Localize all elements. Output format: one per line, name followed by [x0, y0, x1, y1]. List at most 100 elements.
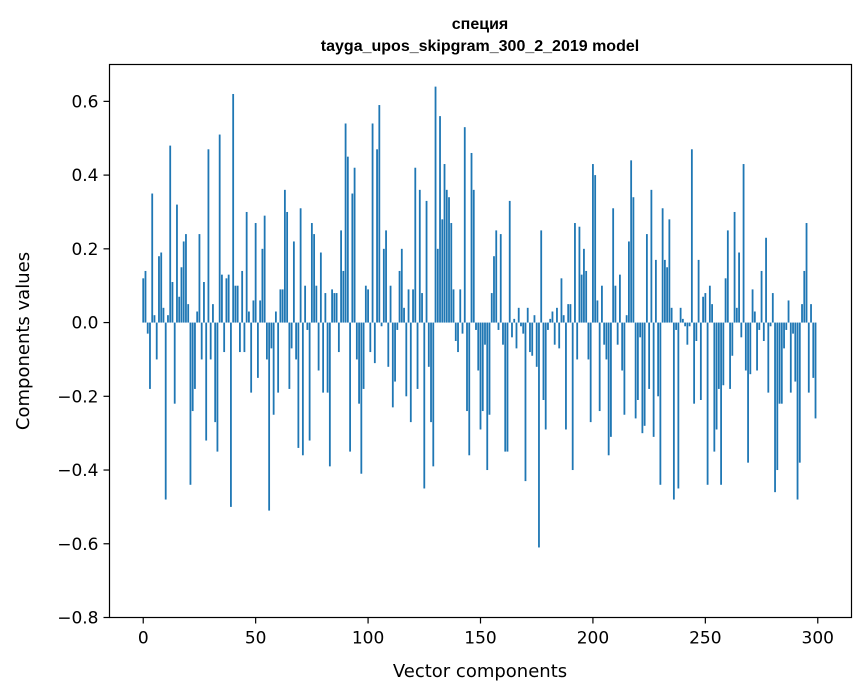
bar-component-188 [565, 322, 567, 430]
bar-component-63 [283, 189, 286, 323]
bar-component-235 [670, 307, 673, 323]
bar-component-200 [592, 164, 594, 323]
bar-component-161 [504, 322, 507, 452]
bar-component-77 [315, 285, 318, 323]
bar-component-98 [362, 322, 365, 389]
bar-component-173 [531, 322, 534, 356]
bar-component-71 [301, 322, 304, 456]
bar-component-54 [263, 215, 266, 323]
bar-component-298 [812, 322, 815, 378]
bar-component-249 [702, 296, 704, 323]
bar-component-219 [634, 322, 637, 419]
bar-component-81 [324, 293, 327, 323]
bar-component-216 [628, 241, 630, 323]
bar-component-160 [502, 322, 504, 345]
bar-component-278 [767, 322, 770, 393]
bar-component-252 [708, 285, 711, 323]
y-tick-label: −0.8 [57, 609, 98, 629]
bar-component-197 [585, 270, 588, 323]
bar-component-53 [261, 248, 264, 323]
bar-component-281 [774, 322, 776, 493]
bar-component-16 [178, 296, 181, 323]
bar-component-176 [538, 322, 540, 548]
bar-component-295 [805, 223, 808, 323]
bar-component-230 [659, 322, 662, 485]
bar-component-37 [225, 278, 228, 323]
bar-component-228 [654, 259, 657, 323]
bar-component-1 [144, 270, 147, 323]
bar-component-148 [475, 322, 477, 330]
bar-component-64 [286, 211, 289, 323]
bar-component-270 [749, 322, 752, 375]
bar-component-60 [277, 322, 280, 393]
chart-subtitle: tayga_upos_skipgram_300_2_2019 model [321, 38, 639, 55]
y-tick-label: −0.2 [57, 387, 98, 407]
bar-component-234 [668, 219, 671, 323]
bar-component-32 [214, 322, 217, 423]
bars-group [142, 86, 817, 548]
bar-component-271 [751, 289, 754, 323]
bar-component-130 [434, 86, 437, 323]
bar-component-261 [729, 322, 731, 389]
bar-component-282 [776, 322, 779, 471]
bar-component-237 [675, 322, 678, 330]
bar-component-17 [180, 267, 183, 323]
bar-component-258 [722, 322, 725, 386]
bar-component-229 [657, 322, 660, 397]
bar-component-45 [243, 322, 246, 353]
bar-component-255 [715, 322, 718, 430]
bar-component-145 [468, 322, 471, 456]
bar-component-8 [160, 252, 163, 323]
bar-component-67 [292, 241, 295, 323]
x-tick-label: 50 [245, 629, 267, 649]
bar-component-33 [216, 322, 219, 452]
bar-component-245 [693, 322, 696, 404]
bar-component-223 [643, 322, 646, 426]
bar-component-87 [337, 322, 340, 353]
bar-component-190 [569, 304, 572, 323]
bar-component-254 [713, 322, 716, 452]
y-tick-label: 0.4 [71, 166, 98, 186]
bar-component-287 [787, 300, 790, 323]
bar-component-288 [789, 322, 792, 393]
bar-component-183 [553, 322, 556, 345]
bar-component-58 [272, 322, 275, 415]
bar-component-59 [274, 311, 277, 323]
bar-component-273 [756, 322, 758, 371]
bar-component-192 [574, 223, 576, 323]
bar-component-257 [720, 322, 722, 485]
bar-component-74 [308, 322, 311, 441]
bar-component-101 [369, 322, 372, 353]
bar-component-46 [245, 211, 248, 323]
bar-component-165 [513, 318, 516, 323]
bar-component-242 [686, 322, 689, 345]
bar-component-142 [461, 322, 464, 334]
bar-component-38 [227, 274, 230, 323]
bar-component-88 [340, 230, 342, 323]
bar-component-264 [735, 307, 738, 323]
bar-component-274 [758, 322, 761, 330]
bar-component-114 [398, 270, 401, 323]
bar-component-20 [187, 304, 190, 323]
bar-component-86 [335, 293, 338, 323]
bar-component-248 [699, 322, 702, 400]
bar-component-108 [385, 230, 387, 323]
y-axis-ticks: −0.8 −0.6 −0.4 −0.2 0.0 0.2 0.4 0.6 [57, 92, 110, 629]
bar-component-150 [479, 322, 482, 430]
bar-component-22 [191, 322, 194, 412]
bar-component-217 [630, 160, 633, 323]
bar-component-57 [270, 322, 273, 349]
bar-component-205 [603, 322, 606, 345]
bar-component-280 [771, 293, 774, 323]
bar-component-10 [164, 322, 167, 500]
bar-component-103 [373, 322, 376, 364]
bar-component-256 [717, 322, 720, 389]
x-tick-label: 0 [138, 629, 149, 649]
bar-component-199 [589, 322, 592, 423]
x-tick-label: 150 [464, 629, 496, 649]
bar-component-292 [798, 322, 801, 463]
bar-component-144 [466, 322, 468, 412]
bar-component-171 [526, 307, 529, 323]
bar-component-110 [389, 285, 392, 323]
bar-component-259 [724, 278, 727, 323]
